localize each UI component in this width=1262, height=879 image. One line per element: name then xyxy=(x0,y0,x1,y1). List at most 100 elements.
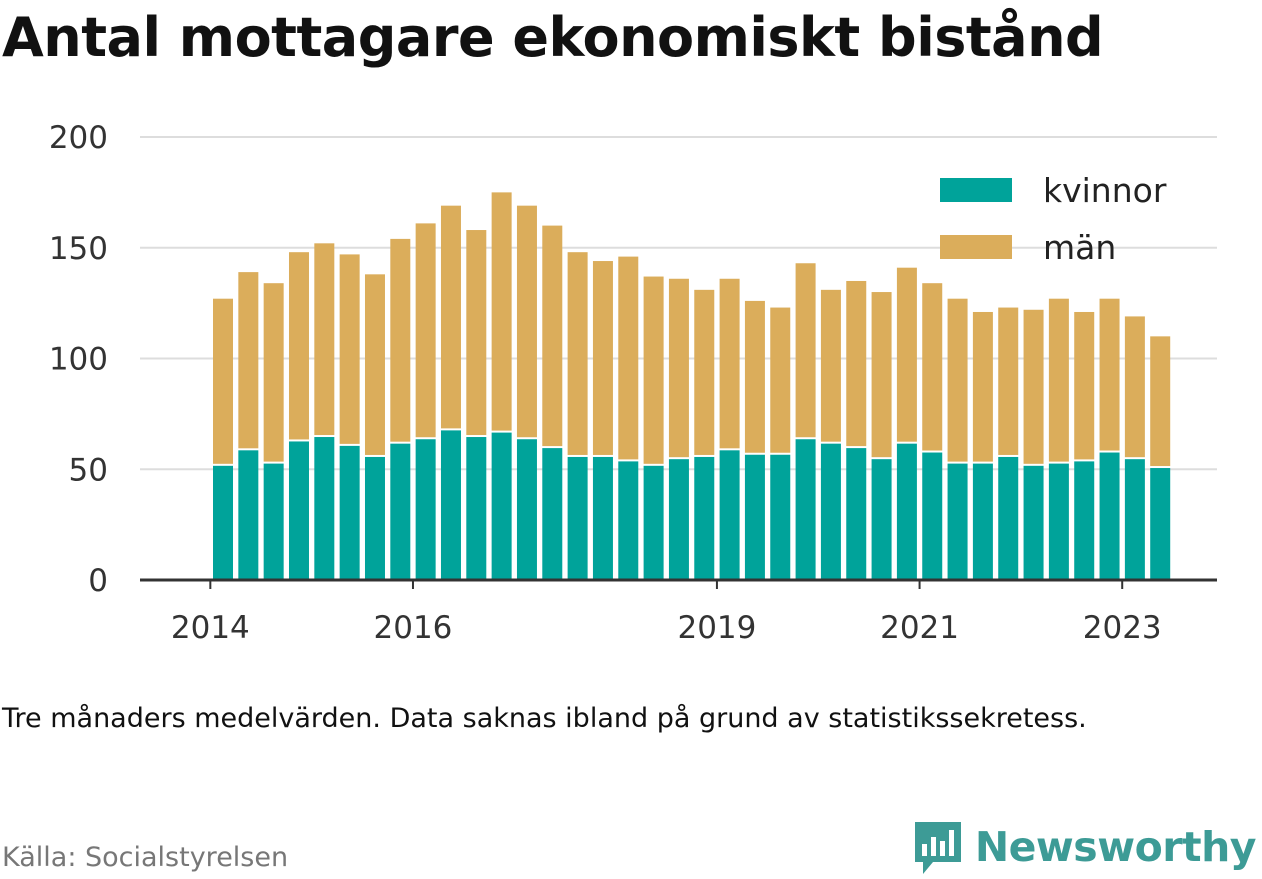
bar-kvinnor xyxy=(795,439,816,580)
source-text: Källa: Socialstyrelsen xyxy=(2,842,289,873)
bar-man xyxy=(238,272,259,449)
bar-kvinnor xyxy=(668,459,689,580)
stacked-bar-chart: 0 50 100 150 200 2014 2016 2019 2021 2023 kvinno… xyxy=(49,120,1217,646)
bar-kvinnor xyxy=(1124,459,1145,580)
bar-kvinnor xyxy=(238,450,259,580)
bar-kvinnor xyxy=(567,456,588,580)
bar-man xyxy=(364,274,385,455)
bar-kvinnor xyxy=(466,437,487,580)
bar-man xyxy=(592,261,613,455)
bar-man xyxy=(744,300,765,453)
bar-man xyxy=(1048,298,1069,462)
bar-kvinnor xyxy=(314,437,335,580)
bar-kvinnor xyxy=(998,456,1019,580)
bar-kvinnor xyxy=(922,452,943,580)
bar-kvinnor xyxy=(440,430,461,580)
bar-kvinnor xyxy=(744,454,765,580)
bar-man xyxy=(314,243,335,436)
bar-kvinnor xyxy=(491,432,512,580)
bar-kvinnor xyxy=(415,439,436,580)
bar-kvinnor xyxy=(364,456,385,580)
bar-man xyxy=(390,238,411,442)
bar-kvinnor xyxy=(1074,461,1095,580)
bar-man xyxy=(871,292,892,458)
bar-kvinnor xyxy=(643,465,664,580)
brand-logo: Newsworthy xyxy=(911,818,1257,876)
y-tick-label: 200 xyxy=(49,120,108,156)
x-tick-label: 2019 xyxy=(677,610,756,646)
brand-name: Newsworthy xyxy=(974,823,1257,871)
bar-kvinnor xyxy=(947,463,968,580)
bar-man xyxy=(1023,309,1044,464)
bar-kvinnor xyxy=(719,450,740,580)
bar-man xyxy=(694,289,715,455)
bar-man xyxy=(719,278,740,449)
bar-man xyxy=(947,298,968,462)
bar-man xyxy=(820,289,841,442)
bar-man xyxy=(618,256,639,460)
bar-kvinnor xyxy=(1099,452,1120,580)
x-tick-label: 2016 xyxy=(374,610,453,646)
legend-swatch xyxy=(940,235,1012,259)
bar-kvinnor xyxy=(1150,468,1171,580)
bar-man xyxy=(795,263,816,438)
x-axis: 2014 2016 2019 2021 2023 xyxy=(140,578,1217,646)
bar-kvinnor xyxy=(871,459,892,580)
legend-swatch xyxy=(940,178,1012,202)
bar-man xyxy=(972,311,993,462)
bar-kvinnor xyxy=(288,441,309,580)
bar-kvinnor xyxy=(1023,465,1044,580)
bar-man xyxy=(415,223,436,438)
bar-man xyxy=(567,252,588,455)
legend-label: kvinnor xyxy=(1043,171,1167,210)
legend-label: män xyxy=(1043,228,1116,267)
bar-man xyxy=(998,307,1019,455)
x-tick-label: 2021 xyxy=(880,610,959,646)
bar-man xyxy=(896,267,917,442)
bar-kvinnor xyxy=(390,443,411,580)
y-tick-label: 0 xyxy=(88,563,108,599)
x-tick-label: 2023 xyxy=(1083,610,1162,646)
bar-man xyxy=(339,254,360,444)
bar-man xyxy=(1074,311,1095,460)
bar-kvinnor xyxy=(542,448,563,580)
bar-man xyxy=(440,205,461,429)
bar-kvinnor xyxy=(339,445,360,580)
bar-kvinnor xyxy=(820,443,841,580)
bar-kvinnor xyxy=(846,448,867,580)
bar-kvinnor xyxy=(770,454,791,580)
bar-man xyxy=(542,225,563,447)
y-tick-label: 50 xyxy=(69,452,108,488)
bar-man xyxy=(213,298,233,464)
legend: kvinnor män xyxy=(940,171,1167,267)
chart-note: Tre månaders medelvärden. Data saknas ib… xyxy=(2,703,1087,734)
bar-man xyxy=(288,252,309,440)
y-tick-label: 100 xyxy=(49,342,108,378)
bar-kvinnor xyxy=(516,439,537,580)
bar-man xyxy=(846,280,867,447)
bars xyxy=(213,192,1171,580)
x-tick-label: 2014 xyxy=(171,610,250,646)
chart-title: Antal mottagare ekonomiskt bistånd xyxy=(2,6,1104,69)
bar-man xyxy=(668,278,689,458)
bar-kvinnor xyxy=(592,456,613,580)
bar-man xyxy=(643,276,664,464)
bar-kvinnor xyxy=(972,463,993,580)
bar-man xyxy=(263,283,284,462)
bar-kvinnor xyxy=(694,456,715,580)
bar-man xyxy=(1150,336,1171,467)
bar-man xyxy=(491,192,512,431)
bar-kvinnor xyxy=(1048,463,1069,580)
bar-man xyxy=(922,283,943,451)
bar-man xyxy=(1099,298,1120,451)
newsworthy-logo-icon xyxy=(914,822,961,874)
bar-kvinnor xyxy=(896,443,917,580)
bar-kvinnor xyxy=(618,461,639,580)
bar-man xyxy=(466,230,487,436)
bar-man xyxy=(770,307,791,453)
y-tick-label: 150 xyxy=(49,231,108,267)
bar-man xyxy=(516,205,537,438)
bar-kvinnor xyxy=(263,463,284,580)
y-axis: 0 50 100 150 200 xyxy=(49,120,108,599)
bar-man xyxy=(1124,316,1145,458)
